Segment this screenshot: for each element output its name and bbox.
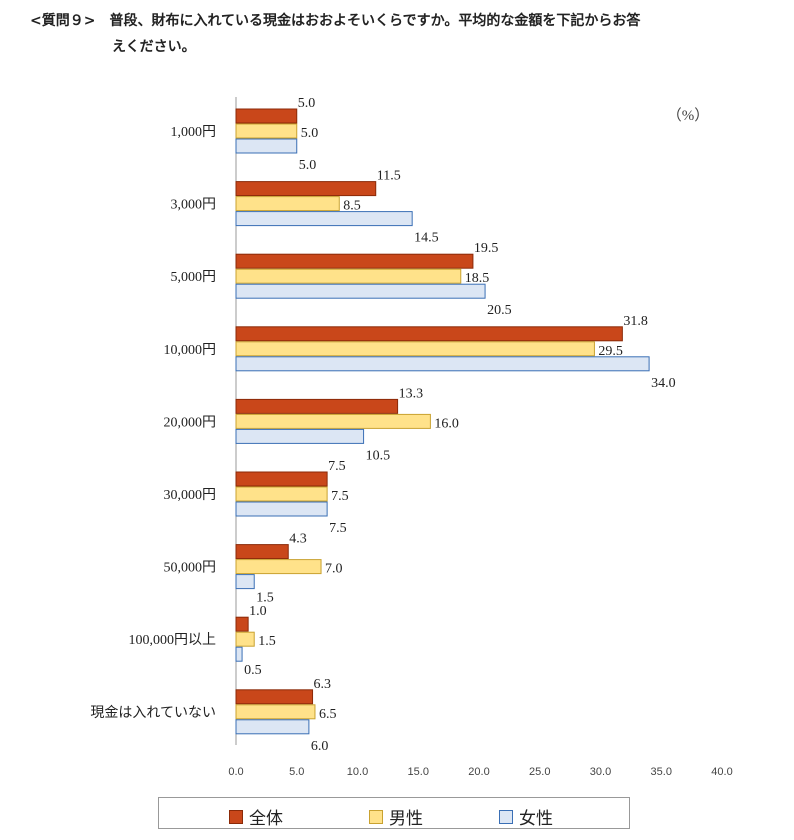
bar-all xyxy=(235,108,298,124)
legend-swatch-male xyxy=(369,809,383,824)
x-tick-label: 0.0 xyxy=(228,766,243,778)
value-label-female: 1.5 xyxy=(256,591,274,606)
category-label: 20,000円 xyxy=(164,415,217,430)
legend: 全体 男性 女性 xyxy=(158,797,630,829)
bar-all xyxy=(235,181,377,197)
bar-female xyxy=(235,283,486,299)
question-line-1: <質問９> 普段、財布に入れている現金はおおよそいくらですか。平均的な金額を下記… xyxy=(30,13,641,29)
bar-female xyxy=(235,211,413,227)
bar-female xyxy=(235,646,243,662)
bar-all xyxy=(235,471,328,487)
x-tick-label: 25.0 xyxy=(529,766,550,778)
value-label-male: 5.0 xyxy=(301,126,319,141)
category-label: 10,000円 xyxy=(164,343,217,358)
legend-label-male: 男性 xyxy=(389,809,423,829)
question-text: <質問９> 普段、財布に入れている現金はおおよそいくらですか。平均的な金額を下記… xyxy=(30,8,780,60)
x-tick-label: 30.0 xyxy=(590,766,611,778)
bar-male xyxy=(235,268,462,284)
value-label-male: 7.5 xyxy=(331,489,349,504)
value-label-female: 7.5 xyxy=(329,521,347,536)
legend-item-male: 男性 xyxy=(369,804,423,829)
value-label-all: 19.5 xyxy=(474,241,499,256)
bar-male xyxy=(235,486,328,502)
unit-label: （%） xyxy=(667,107,710,124)
bar-female xyxy=(235,356,650,372)
bar-male xyxy=(235,559,322,575)
bar-chart: （%） 0.0 5.0 10.0 15.0 20.0 25.0 30.0 35.0 40.0 1,0… xyxy=(90,96,732,778)
value-label-all: 31.8 xyxy=(623,314,648,329)
category-label: 30,000円 xyxy=(164,488,217,503)
category-label: 50,000円 xyxy=(164,561,217,576)
value-label-all: 6.3 xyxy=(314,677,332,692)
value-label-female: 20.5 xyxy=(487,303,512,318)
bar-female xyxy=(235,719,310,735)
value-label-all: 4.3 xyxy=(289,532,307,547)
legend-label-female: 女性 xyxy=(519,809,553,829)
legend-swatch-female xyxy=(499,809,513,824)
value-label-male: 18.5 xyxy=(465,271,490,286)
value-label-all: 5.0 xyxy=(298,96,316,111)
bar-male xyxy=(235,631,255,647)
value-label-all: 13.3 xyxy=(399,386,424,401)
bar-male xyxy=(235,123,298,139)
legend-item-all: 全体 xyxy=(229,804,283,829)
bar-female xyxy=(235,574,255,590)
value-label-female: 5.0 xyxy=(299,158,317,173)
value-label-male: 8.5 xyxy=(343,199,361,214)
bar-female xyxy=(235,501,328,517)
value-label-male: 29.5 xyxy=(598,344,623,359)
x-tick-label: 15.0 xyxy=(408,766,429,778)
category-label: 1,000円 xyxy=(171,125,217,140)
legend-item-female: 女性 xyxy=(499,804,553,829)
value-label-female: 10.5 xyxy=(366,448,391,463)
category-label: 100,000円以上 xyxy=(129,632,217,648)
x-tick-label: 35.0 xyxy=(651,766,672,778)
bar-male xyxy=(235,196,340,212)
category-label: 現金は入れていない xyxy=(90,705,216,721)
value-label-male: 1.5 xyxy=(258,634,276,649)
question-line-2: えください。 xyxy=(112,39,196,55)
legend-label-all: 全体 xyxy=(249,809,283,829)
value-label-female: 34.0 xyxy=(651,376,676,391)
legend-swatch-all xyxy=(229,809,243,824)
bar-male xyxy=(235,704,316,720)
x-tick-label: 5.0 xyxy=(289,766,304,778)
value-label-male: 6.5 xyxy=(319,707,337,722)
value-label-male: 16.0 xyxy=(434,416,459,431)
value-label-female: 6.0 xyxy=(311,739,329,754)
value-label-female: 14.5 xyxy=(414,231,439,246)
bar-all xyxy=(235,253,474,269)
category-label: 3,000円 xyxy=(171,198,217,213)
value-label-all: 11.5 xyxy=(377,169,401,184)
x-tick-label: 10.0 xyxy=(347,766,368,778)
value-label-male: 7.0 xyxy=(325,562,343,577)
value-label-all: 1.0 xyxy=(249,604,267,619)
x-tick-label: 20.0 xyxy=(468,766,489,778)
bar-all xyxy=(235,616,249,632)
bar-male xyxy=(235,413,431,429)
bar-all xyxy=(235,398,399,414)
bar-all xyxy=(235,326,623,342)
bar-male xyxy=(235,341,595,357)
bar-all xyxy=(235,544,289,560)
value-label-all: 7.5 xyxy=(328,459,346,474)
x-tick-label: 40.0 xyxy=(711,766,732,778)
bar-all xyxy=(235,689,314,705)
bar-female xyxy=(235,428,365,444)
bar-female xyxy=(235,138,298,154)
value-label-female: 0.5 xyxy=(244,663,262,678)
category-label: 5,000円 xyxy=(171,270,217,285)
